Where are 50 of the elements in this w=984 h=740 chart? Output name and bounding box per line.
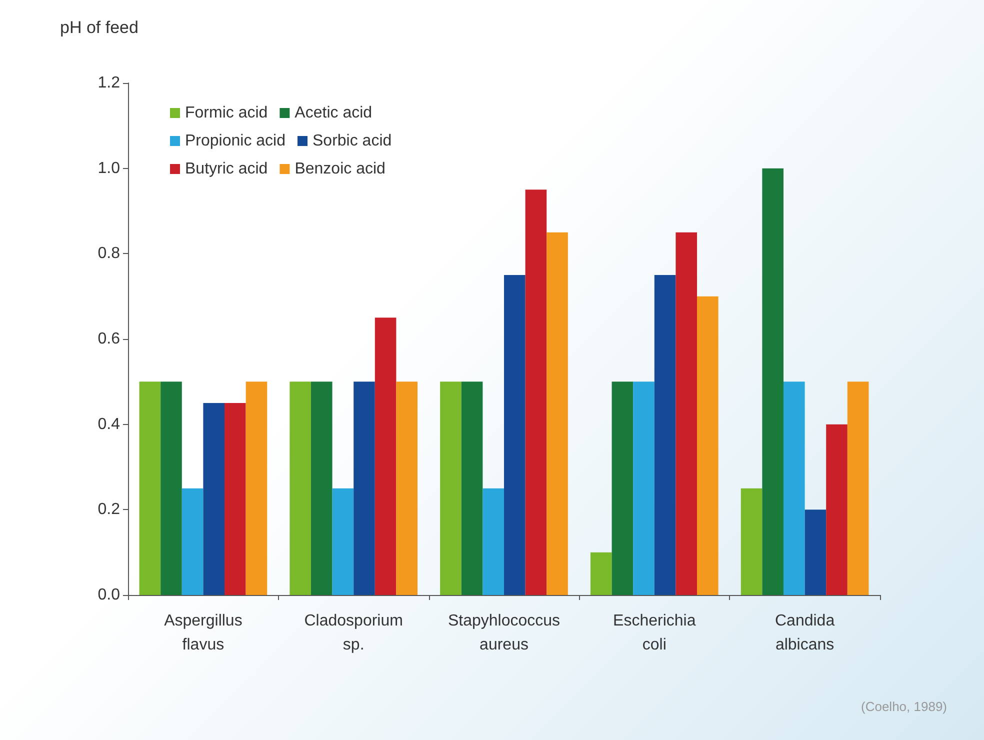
- bar: [203, 403, 225, 595]
- x-tick-label: Stapyhlococcus aureus: [448, 612, 560, 654]
- legend-label: Formic acid: [185, 104, 268, 122]
- y-tick-label: 0.0: [98, 586, 120, 604]
- bar: [804, 510, 826, 595]
- bar: [504, 275, 526, 595]
- bar: [332, 488, 354, 595]
- x-tick-label: Cladosporium sp.: [304, 612, 403, 654]
- y-tick-label: 0.8: [98, 245, 120, 262]
- bar: [354, 382, 375, 595]
- bar: [654, 275, 676, 595]
- x-tick-label: Candida albicans: [774, 612, 835, 654]
- y-tick-label: 1.0: [98, 160, 120, 177]
- bar: [224, 403, 246, 595]
- bar: [633, 382, 654, 595]
- bar: [783, 382, 805, 595]
- y-tick-label: 0.6: [98, 330, 120, 348]
- legend-label: Benzoic acid: [294, 160, 386, 178]
- bar: [546, 232, 568, 595]
- bar: [440, 382, 462, 595]
- bar: [482, 488, 504, 595]
- bar: [461, 382, 483, 595]
- legend-label: Sorbic acid: [312, 132, 392, 150]
- bar: [676, 232, 698, 595]
- bar: [612, 382, 634, 595]
- bar: [182, 488, 204, 595]
- bar: [762, 168, 784, 595]
- bar: [740, 488, 762, 595]
- legend-label: Propionic acid: [185, 132, 286, 150]
- y-tick-label: 0.4: [98, 416, 120, 433]
- y-axis-title: pH of feed: [60, 18, 138, 37]
- bar: [310, 382, 332, 595]
- legend-label: Butyric acid: [185, 160, 268, 178]
- x-tick-label: Escherichia coli: [613, 612, 696, 654]
- bar: [396, 382, 418, 595]
- legend-label: Acetic acid: [294, 104, 372, 122]
- bar: [290, 382, 311, 595]
- bar: [847, 382, 869, 595]
- bar: [374, 318, 396, 595]
- bar: [525, 190, 547, 595]
- bar: [697, 296, 718, 595]
- y-tick-label: 1.2: [98, 74, 120, 92]
- bar: [139, 382, 161, 595]
- x-tick-label: Aspergillus flavus: [164, 612, 242, 654]
- bar: [590, 552, 612, 595]
- bar: [246, 382, 268, 595]
- bar: [160, 382, 182, 595]
- y-tick-label: 0.2: [98, 501, 120, 518]
- text: (Coelho, 1989): [861, 699, 947, 714]
- bar: [826, 424, 848, 595]
